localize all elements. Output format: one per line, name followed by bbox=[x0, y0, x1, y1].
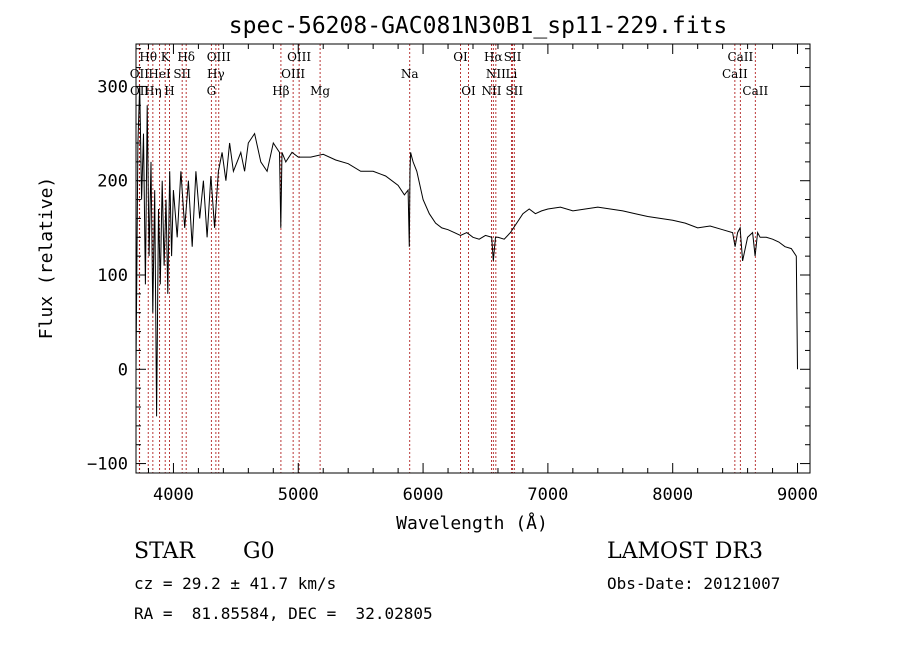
spectrum-line bbox=[135, 86, 798, 417]
y-tick-label-1: 0 bbox=[118, 360, 128, 380]
line-label-r1-7: SII bbox=[504, 50, 522, 64]
line-label-r3-5: Mg bbox=[310, 84, 330, 98]
x-tick-label-3: 7000 bbox=[527, 485, 568, 505]
survey-name: LAMOST DR3 bbox=[607, 539, 763, 564]
line-label-r3-1: Hη bbox=[144, 84, 162, 98]
spectral-class: STAR bbox=[134, 539, 195, 564]
sky-coordinates: RA = 81.85584, DEC = 32.02805 bbox=[134, 604, 433, 623]
line-label-r3-7: NII bbox=[481, 84, 501, 98]
line-label-r1-4: OIII bbox=[287, 50, 311, 64]
line-label-r3-6: OI bbox=[461, 84, 476, 98]
line-label-r1-2: Hδ bbox=[177, 50, 195, 64]
line-label-r3-4: Hβ bbox=[272, 84, 289, 98]
line-label-r2-4: OIII bbox=[281, 67, 305, 81]
spectral-subclass: G0 bbox=[243, 539, 275, 564]
line-label-r3-3: G bbox=[207, 84, 217, 98]
line-label-r2-2: SII bbox=[173, 67, 191, 81]
y-axis-label: Flux (relative) bbox=[36, 177, 57, 340]
y-tick-label-4: 300 bbox=[97, 77, 128, 97]
redshift-cz: cz = 29.2 ± 41.7 km/s bbox=[134, 574, 337, 593]
chart-title: spec-56208-GAC081N30B1_sp11-229.fits bbox=[229, 13, 728, 39]
line-label-r2-5: Na bbox=[401, 67, 419, 81]
y-axis: −100 0 100 200 300 bbox=[87, 48, 810, 475]
x-tick-label-1: 5000 bbox=[278, 485, 319, 505]
line-label-r3-8: SII bbox=[505, 84, 523, 98]
y-tick-label-0: −100 bbox=[87, 455, 128, 475]
line-label-r2-8: CaII bbox=[722, 67, 748, 81]
line-label-r1-5: OI bbox=[453, 50, 468, 64]
line-label-r3-2: H bbox=[164, 84, 174, 98]
line-label-r2-7: Li bbox=[506, 67, 518, 81]
x-tick-label-4: 8000 bbox=[652, 485, 693, 505]
line-label-r1-0: Hθ bbox=[139, 50, 157, 64]
plot-frame bbox=[135, 43, 811, 474]
line-label-r1-3: OIII bbox=[207, 50, 231, 64]
x-tick-label-2: 6000 bbox=[403, 485, 444, 505]
x-axis: 4000 5000 6000 7000 8000 9000 bbox=[147, 44, 818, 505]
y-tick-label-3: 200 bbox=[97, 172, 128, 192]
line-label-r2-0: OII bbox=[130, 67, 150, 81]
y-tick-label-2: 100 bbox=[97, 266, 128, 286]
line-label-r2-3: Hγ bbox=[207, 67, 225, 81]
x-axis-label: Wavelength (Å) bbox=[396, 512, 548, 534]
line-label-r1-6: Hα bbox=[484, 50, 503, 64]
line-label-r2-1: HeI bbox=[148, 67, 171, 81]
line-label-r3-9: CaII bbox=[742, 84, 768, 98]
line-label-r1-8: CaII bbox=[727, 50, 753, 64]
x-tick-label-5: 9000 bbox=[777, 485, 818, 505]
spectrum-chart: spec-56208-GAC081N30B1_sp11-229.fits Hθ K… bbox=[36, 13, 818, 534]
line-label-r2-6: NII bbox=[486, 67, 506, 81]
line-label-r1-1: K bbox=[161, 50, 171, 64]
observation-date: Obs-Date: 20121007 bbox=[607, 574, 781, 593]
emission-line-markers bbox=[138, 44, 756, 473]
x-tick-label-0: 4000 bbox=[153, 485, 194, 505]
